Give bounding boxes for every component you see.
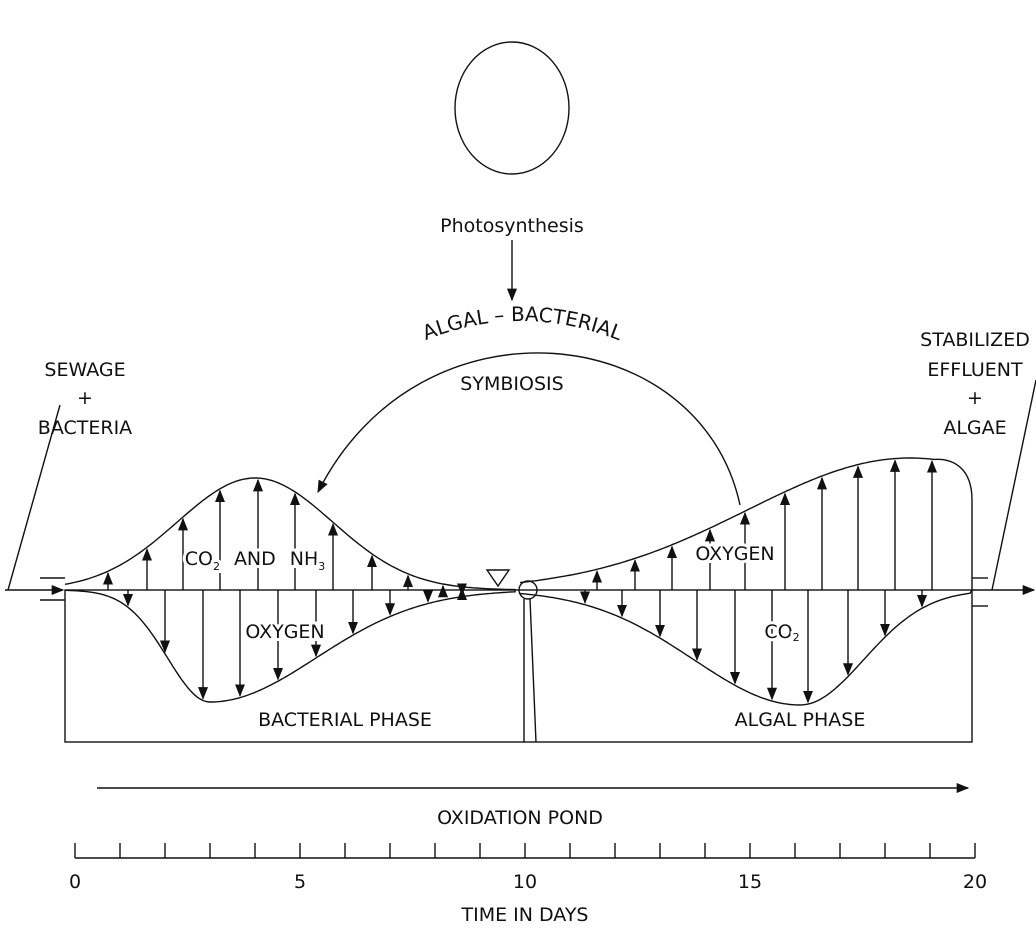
axis-tick-label: 15	[738, 871, 762, 893]
diagram: Photosynthesis ALGAL – BACTERIAL SYMBIOS…	[0, 0, 1036, 929]
inlet-label: SEWAGE	[44, 359, 125, 381]
axis-tick-label: 0	[69, 871, 81, 893]
subscript: 2	[793, 631, 800, 644]
axis-tick-label: 5	[294, 871, 306, 893]
layout	[5, 42, 1036, 858]
text: CO	[185, 548, 213, 570]
axis: 0 5 10 15 20	[69, 843, 987, 893]
curves	[65, 458, 972, 705]
sun	[455, 42, 569, 174]
outlet-label: +	[967, 387, 983, 409]
axis-title: TIME IN DAYS	[461, 904, 589, 926]
curve	[65, 590, 515, 702]
outlet-pointer	[992, 380, 1036, 590]
curve	[65, 478, 515, 590]
text: NH	[290, 548, 319, 570]
symbiosis-label: SYMBIOSIS	[460, 373, 563, 395]
pond-label: OXIDATION POND	[437, 807, 603, 829]
arc-label-path: ALGAL – BACTERIAL	[419, 302, 627, 346]
outlet-label: ALGAE	[943, 417, 1006, 439]
sun-label: Photosynthesis	[440, 215, 584, 237]
text: AND	[234, 548, 276, 570]
curve	[520, 458, 972, 590]
inlet-label: BACTERIA	[38, 417, 132, 439]
divider	[530, 599, 536, 742]
algal-lower-label: CO2	[764, 621, 799, 644]
bacterial-lower-label: OXYGEN	[245, 621, 324, 643]
axis-tick-label: 20	[963, 871, 987, 893]
subscript: 2	[213, 560, 220, 573]
inlet-label: +	[77, 387, 93, 409]
algal-phase: ALGAL PHASE	[735, 709, 866, 731]
outlet-label: EFFLUENT	[927, 359, 1023, 381]
curve	[520, 590, 972, 705]
text: CO	[764, 621, 792, 643]
outlet-label: STABILIZED	[920, 329, 1030, 351]
bacterial-phase: BACTERIAL PHASE	[258, 709, 432, 731]
algal-upper-label: OXYGEN	[695, 543, 774, 565]
arc-label: ALGAL – BACTERIAL	[419, 302, 627, 346]
axis-tick-label: 10	[513, 871, 537, 893]
subscript: 3	[318, 560, 325, 573]
water-level	[487, 570, 509, 586]
bacterial-upper-label: CO2 AND NH3	[185, 548, 326, 573]
